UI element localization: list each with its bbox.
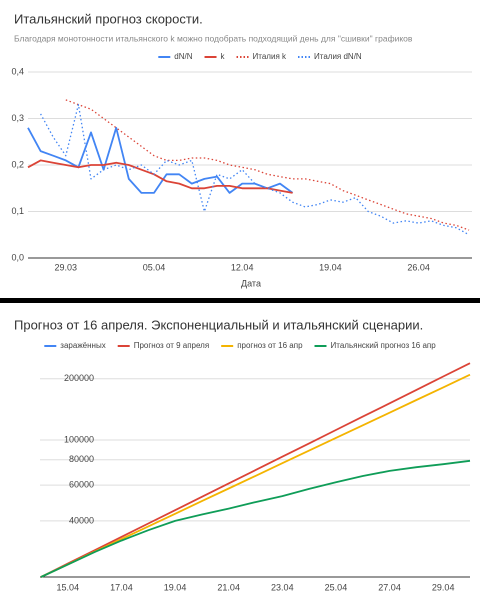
x-tick-label: 19.04 xyxy=(319,262,342,272)
chart-title: Прогноз от 16 апреля. Экспоненциальный и… xyxy=(14,317,423,332)
legend-label: заражённых xyxy=(60,341,105,350)
legend-label: dN/N xyxy=(174,52,192,61)
y-tick-label: 0,2 xyxy=(11,159,24,169)
series-line xyxy=(40,103,470,236)
legend-label: прогноз от 16 апр xyxy=(237,341,303,350)
x-tick-label: 05.04 xyxy=(143,262,166,272)
x-axis-title: Дата xyxy=(241,278,261,288)
legend-label: Итальянский прогноз 16 апр xyxy=(331,341,437,350)
chart-title: Итальянский прогноз скорости. xyxy=(14,11,203,26)
y-tick-label: 0,3 xyxy=(11,113,24,123)
separator xyxy=(0,298,480,303)
legend-label: Италия k xyxy=(253,52,287,61)
y-tick-label: 100000 xyxy=(64,434,94,444)
y-tick-label: 80000 xyxy=(69,454,94,464)
x-tick-label: 25.04 xyxy=(325,582,348,592)
y-tick-label: 0,0 xyxy=(11,252,24,262)
legend-label: Прогноз от 9 апреля xyxy=(134,341,209,350)
series-line xyxy=(27,159,293,194)
y-tick-label: 40000 xyxy=(69,515,94,525)
x-tick-label: 27.04 xyxy=(378,582,401,592)
y-tick-label: 200000 xyxy=(64,373,94,383)
x-tick-label: 29.03 xyxy=(55,262,78,272)
y-tick-label: 0,1 xyxy=(11,206,24,216)
series-line xyxy=(40,459,471,578)
x-tick-label: 15.04 xyxy=(57,582,80,592)
legend-label: k xyxy=(221,52,226,61)
x-tick-label: 17.04 xyxy=(110,582,133,592)
x-tick-label: 29.04 xyxy=(432,582,455,592)
series-line xyxy=(27,126,294,194)
x-tick-label: 21.04 xyxy=(217,582,240,592)
y-tick-label: 60000 xyxy=(69,480,94,490)
y-tick-label: 0,4 xyxy=(11,66,24,76)
x-tick-label: 26.04 xyxy=(407,262,430,272)
x-tick-label: 19.04 xyxy=(164,582,187,592)
legend-label: Италия dN/N xyxy=(314,52,362,61)
series-line xyxy=(40,373,471,578)
chart-subtitle: Благодаря монотонности итальянского k мо… xyxy=(14,33,413,43)
series-line xyxy=(40,362,471,578)
x-tick-label: 12.04 xyxy=(231,262,254,272)
x-tick-label: 23.04 xyxy=(271,582,294,592)
